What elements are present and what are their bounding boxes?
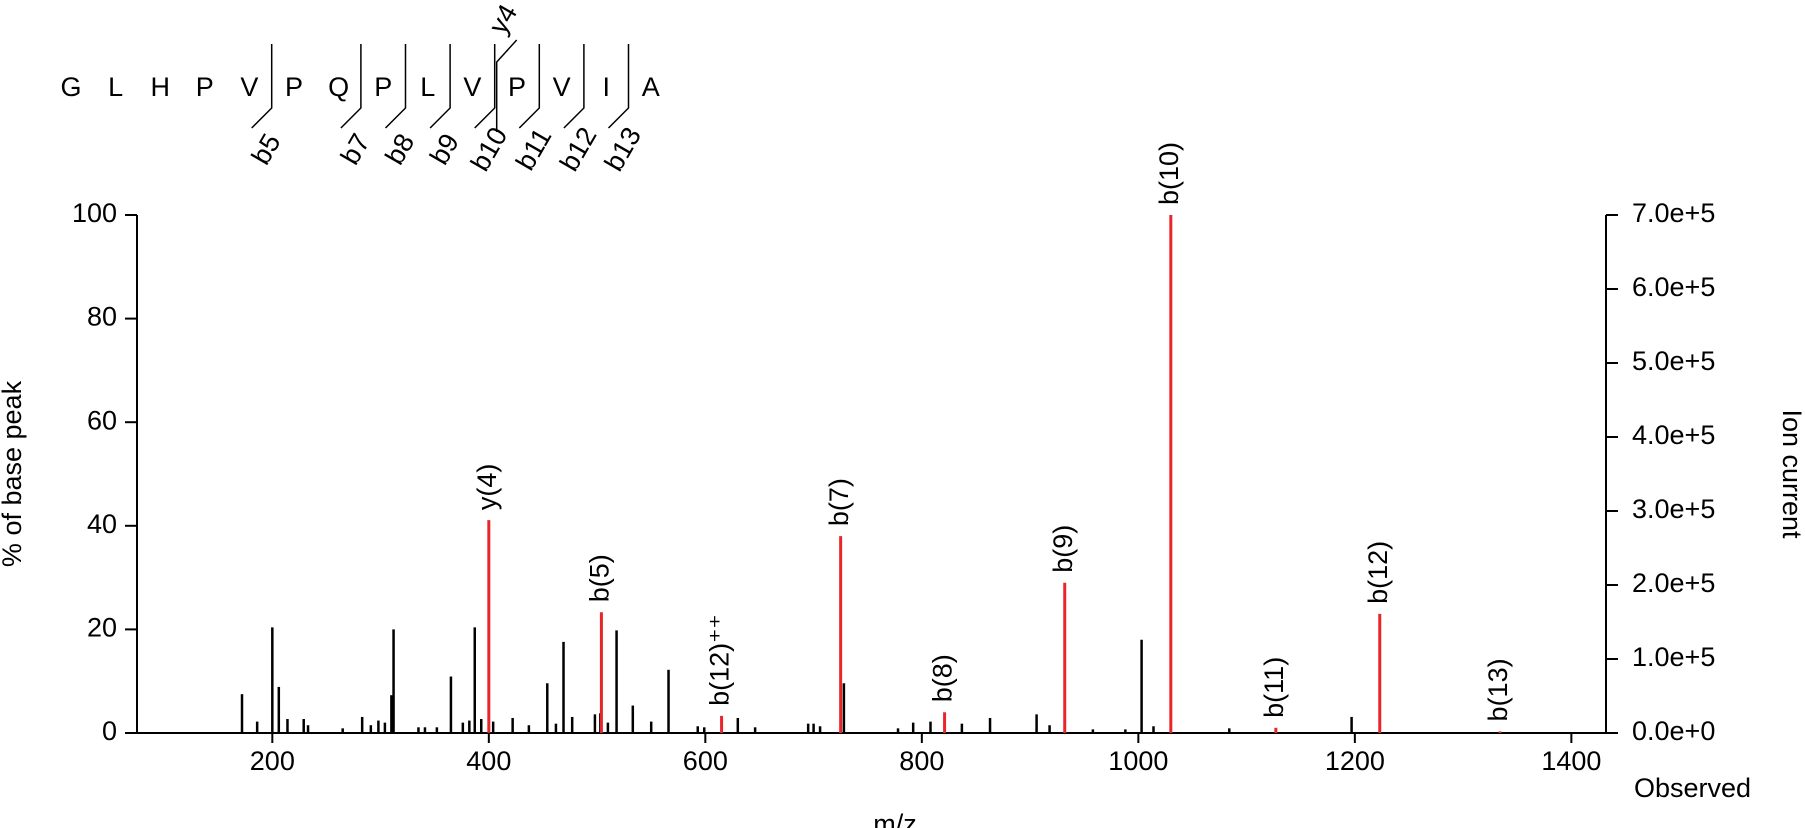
y-ion-bracket [495, 39, 518, 132]
y-tick-label: 20 [87, 613, 117, 643]
residue: V [240, 72, 258, 102]
b-ion-label: b11 [510, 123, 558, 175]
peak-label: y(4) [472, 464, 502, 510]
b-ion-bracket [607, 44, 630, 129]
x-tick-label: 1000 [1108, 746, 1168, 776]
x-tick-label: 400 [466, 746, 511, 776]
residue: P [196, 72, 214, 102]
b-ion-bracket [474, 44, 496, 129]
corner-label: Observed [1634, 773, 1751, 803]
b-ion-label: b7 [335, 129, 376, 170]
b-ion-label: b12 [554, 122, 603, 176]
peak-label: b(12)⁺⁺ [705, 614, 735, 706]
residue: P [508, 72, 526, 102]
peak-label: b(11) [1259, 657, 1289, 718]
y-tick-label: 100 [72, 198, 117, 228]
peak-label: b(9) [1048, 525, 1078, 573]
peak-label: b(12) [1363, 541, 1393, 604]
residue: H [150, 72, 170, 102]
y2-tick-label: 0.0e+0 [1632, 716, 1715, 746]
b-ion-label: b10 [465, 122, 514, 176]
y2-tick-label: 4.0e+5 [1632, 420, 1715, 450]
residue: V [553, 72, 571, 102]
peak-label: b(13) [1483, 658, 1513, 721]
b-ion-bracket [429, 44, 451, 129]
y-tick-label: 40 [87, 509, 117, 539]
x-tick-label: 800 [899, 746, 944, 776]
b-ion-label: b5 [246, 129, 287, 170]
residue: Q [328, 72, 349, 102]
residue: G [60, 72, 81, 102]
y-axis-label: % of base peak [0, 380, 27, 567]
b-ion-label: b8 [379, 129, 420, 170]
residue: A [642, 72, 660, 102]
x-tick-label: 1400 [1541, 746, 1601, 776]
b-ion-bracket [340, 44, 362, 129]
b-ion-bracket [251, 44, 273, 129]
x-tick-label: 1200 [1325, 746, 1385, 776]
peak-label: b(10) [1154, 142, 1184, 205]
y2-tick-label: 7.0e+5 [1632, 198, 1715, 228]
b-ion-label: b9 [424, 129, 465, 170]
residue: L [420, 72, 435, 102]
y-tick-label: 80 [87, 302, 117, 332]
y-tick-label: 60 [87, 405, 117, 435]
peak-label: b(5) [585, 554, 615, 602]
residue: L [108, 72, 123, 102]
b-ion-bracket [518, 44, 541, 129]
residue: V [463, 72, 481, 102]
y2-tick-label: 5.0e+5 [1632, 346, 1715, 376]
y2-tick-label: 3.0e+5 [1632, 494, 1715, 524]
residue: P [285, 72, 303, 102]
x-tick-label: 600 [683, 746, 728, 776]
b-ion-bracket [384, 44, 407, 129]
peak-label: b(7) [824, 478, 854, 526]
residue: I [602, 72, 610, 102]
y2-axis-label: Ion current [1777, 409, 1805, 539]
b-ion-label: b13 [599, 122, 648, 176]
x-axis-label: m/z [873, 809, 917, 828]
y2-tick-label: 1.0e+5 [1632, 642, 1715, 672]
residue: P [374, 72, 392, 102]
y-ion-label: y4 [483, 0, 523, 39]
x-tick-label: 200 [250, 746, 295, 776]
peak-label: b(8) [928, 654, 958, 702]
y2-tick-label: 2.0e+5 [1632, 568, 1715, 598]
y2-tick-label: 6.0e+5 [1632, 272, 1715, 302]
b-ion-bracket [563, 44, 585, 129]
y-tick-label: 0 [102, 716, 117, 746]
